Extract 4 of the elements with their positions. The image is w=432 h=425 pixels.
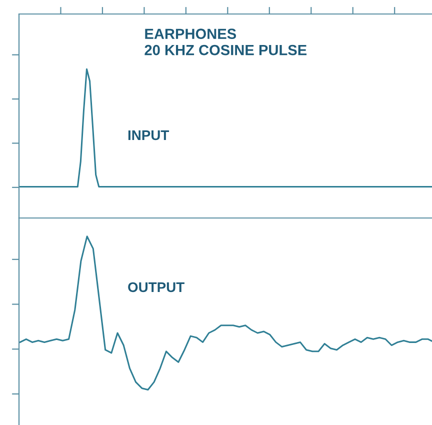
annotation: OUTPUT <box>128 282 184 292</box>
chart-title: EARPHONES <box>145 28 236 39</box>
chart-subtitle: 20 KHZ COSINE PULSE <box>144 44 307 56</box>
annotation: INPUT <box>128 130 170 140</box>
